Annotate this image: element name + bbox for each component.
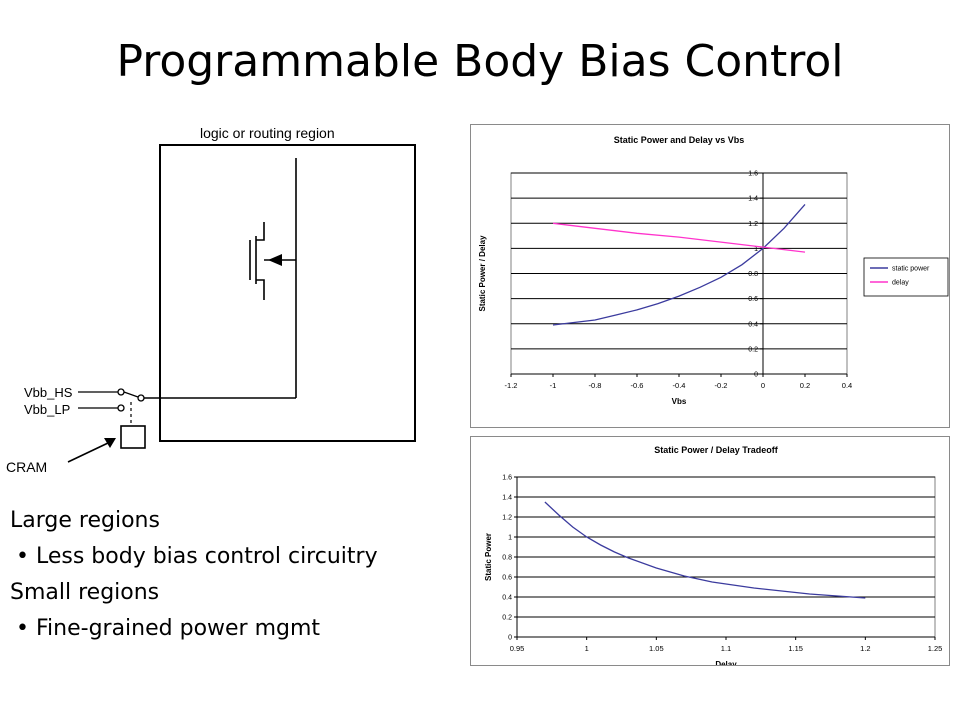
bullet-fine-grained: • Fine-grained power mgmt <box>10 611 378 647</box>
vbb-lp-label: Vbb_LP <box>24 402 70 417</box>
y-tick-label: 1.6 <box>502 475 512 482</box>
static-power-series-line <box>552 203 806 326</box>
y-tick-label: 1.4 <box>748 196 758 203</box>
y-axis-label: Static Power / Delay <box>478 235 487 312</box>
x-tick-label: -0.6 <box>631 381 644 390</box>
bullet-text: Less body bias control circuitry <box>35 544 378 569</box>
x-tick-label: 1 <box>585 644 589 653</box>
body-arrow-icon <box>268 254 282 266</box>
y-tick-label: 0.8 <box>748 271 758 278</box>
switch-terminals <box>78 388 145 412</box>
bullet-dot: • <box>16 616 36 641</box>
y-axis-label: Static Power <box>484 533 493 581</box>
cram-arrow-line <box>67 442 109 463</box>
y-tick-label: 0.4 <box>748 321 758 328</box>
chart-panel-tradeoff: 0 0.2 0.4 0.6 0.8 1 1.2 1.4 1.6 0.95 1 1.05 1.1 1.15 1… <box>470 436 950 669</box>
chart-static-power-delay-tradeoff: 0 0.2 0.4 0.6 0.8 1 1.2 1.4 1.6 0.95 1 1.05 1.1 1.15 1… <box>484 445 943 669</box>
bullet-less-circuitry: • Less body bias control circuitry <box>10 539 378 575</box>
y-tick-label: 1 <box>508 535 512 542</box>
y-tick-label: 1.2 <box>748 221 758 228</box>
legend-box <box>863 257 949 297</box>
y-tick-label: 1.6 <box>748 171 758 178</box>
y-tick-label: 1.2 <box>502 515 512 522</box>
delay-series-line <box>552 222 806 253</box>
transistor-symbol <box>249 158 297 398</box>
x-tick-label: -0.2 <box>715 381 728 390</box>
y-tick-label: 0.6 <box>502 575 512 582</box>
chart-static-power-delay-vs-vbs: 0 0.2 0.4 0.6 0.8 1 1.2 1.4 1.6 -1.2 -1 -0.8 -0.6 -0.… <box>478 135 949 406</box>
x-tick-label: 1.25 <box>928 644 943 653</box>
y-tick-label: 0.8 <box>502 555 512 562</box>
y-tick-label: 0.2 <box>748 346 758 353</box>
y-tick-label: 0 <box>754 372 758 379</box>
x-tick-label: -0.4 <box>673 381 686 390</box>
x-tick-label: -1.2 <box>505 381 518 390</box>
legend-label: delay <box>892 280 909 287</box>
x-tick-label: 0.2 <box>800 381 810 390</box>
text-line-large-regions: Large regions <box>10 508 160 533</box>
cram-cell <box>120 425 146 449</box>
x-tick-label: 0 <box>761 381 765 390</box>
vbb-hs-label: Vbb_HS <box>24 385 73 400</box>
x-tick-label: -0.8 <box>589 381 602 390</box>
chart-title: Static Power / Delay Tradeoff <box>654 445 779 455</box>
bullet-dot: • <box>16 544 36 569</box>
y-tick-label: 1 <box>754 246 758 253</box>
y-tick-label: 0.2 <box>502 615 512 622</box>
y-tick-label: 0.4 <box>502 595 512 602</box>
data-series-line <box>544 501 866 599</box>
x-tick-label: 1.05 <box>649 644 664 653</box>
bullet-text: Fine-grained power mgmt <box>35 616 321 641</box>
x-tick-label: -1 <box>550 381 557 390</box>
slide-title: Programmable Body Bias Control <box>116 36 844 87</box>
cram-label: CRAM <box>6 459 47 475</box>
y-tick-label: 0 <box>508 635 512 642</box>
region-label: logic or routing region <box>200 125 335 141</box>
region-box <box>159 144 416 442</box>
legend-label: static power <box>892 266 930 273</box>
y-tick-label: 0.6 <box>748 296 758 303</box>
x-tick-label: 1.2 <box>860 644 870 653</box>
x-tick-label: 0.4 <box>842 381 852 390</box>
chart-title: Static Power and Delay vs Vbs <box>614 135 745 145</box>
chart-panel-vbs: 0 0.2 0.4 0.6 0.8 1 1.2 1.4 1.6 -1.2 -1 -0.8 -0.6 -0.… <box>470 124 950 428</box>
body-bias-circuit-diagram: logic or routing region Vbb_HS Vbb_LP CR… <box>6 125 416 475</box>
body-text: Large regions • Less body bias control c… <box>10 503 378 647</box>
text-line-small-regions: Small regions <box>10 580 160 605</box>
x-axis-label: Delay <box>715 660 737 665</box>
x-axis-label: Vbs <box>672 397 687 406</box>
x-tick-label: 1.1 <box>721 644 731 653</box>
x-tick-label: 1.15 <box>788 644 803 653</box>
cram-arrow-icon <box>104 438 116 448</box>
x-tick-label: 0.95 <box>510 644 525 653</box>
y-tick-label: 1.4 <box>502 495 512 502</box>
